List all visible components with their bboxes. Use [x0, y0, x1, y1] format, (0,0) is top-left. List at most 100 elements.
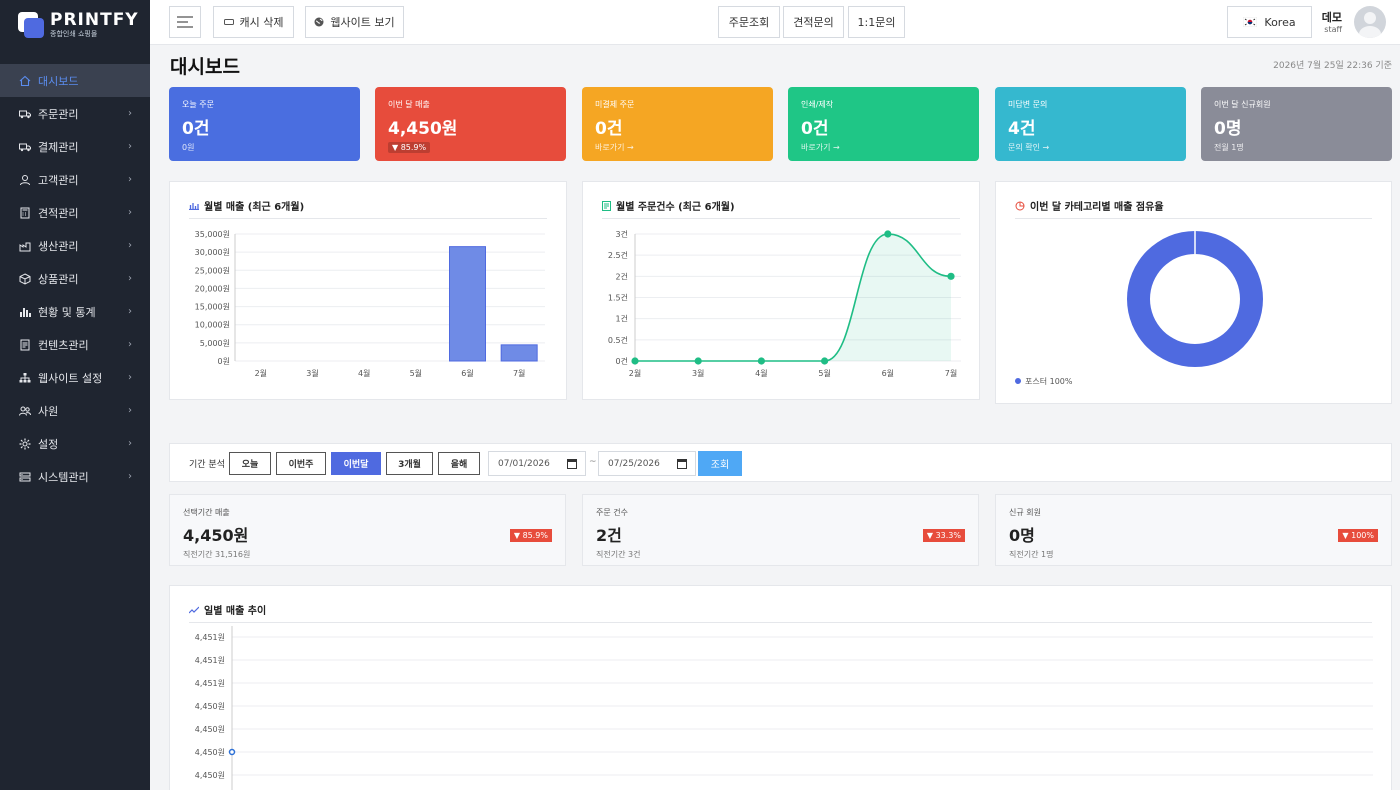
- stat-previous: 직전기간 3건: [596, 550, 641, 559]
- language-select[interactable]: Korea: [1227, 6, 1312, 38]
- data-point[interactable]: [947, 272, 955, 280]
- summary-card[interactable]: 미결제 주문 0건 바로가기 →: [582, 87, 773, 161]
- legend-swatch: [1015, 378, 1021, 384]
- monthly-sales-title: 월별 매출 (최근 6개월): [204, 202, 305, 213]
- data-point[interactable]: [228, 748, 236, 756]
- topbar: 캐시 삭제 웹사이트 보기 주문조회 견적문의 1:1문의 Korea 데모 s…: [150, 0, 1400, 45]
- chevron-right-icon: ›: [128, 339, 132, 350]
- x-tick-label: 2월: [255, 368, 267, 378]
- view-website-button[interactable]: 웹사이트 보기: [305, 6, 404, 38]
- y-tick-label: 25,000원: [195, 266, 230, 275]
- stat-value: 0명: [1009, 526, 1035, 545]
- home-icon: [18, 74, 32, 88]
- stat-value: 4,450원: [183, 526, 249, 545]
- nav-quote-inquiry[interactable]: 견적문의: [783, 6, 844, 38]
- y-tick-label: 3건: [616, 229, 628, 239]
- x-tick-label: 5월: [410, 368, 422, 378]
- sidebar-item-12[interactable]: 설정 ›: [0, 427, 150, 460]
- data-point[interactable]: [631, 357, 639, 365]
- sidebar-menu: 대시보드 주문관리 › 결제관리 › 고객관리 › 견적관리 › 생산관리 › 상품관리 › 현황 및 통…: [0, 64, 150, 493]
- filter-this-year-button[interactable]: 올해: [438, 452, 480, 475]
- summary-card[interactable]: 이번 달 신규회원 0명 전월 1명: [1201, 87, 1392, 161]
- filter-this-week-button[interactable]: 이번주: [276, 452, 326, 475]
- sidebar-item-label: 컨텐츠관리: [38, 338, 89, 352]
- avatar[interactable]: [1354, 6, 1386, 38]
- sidebar-item-3[interactable]: 결제관리 ›: [0, 130, 150, 163]
- monthly-orders-title: 월별 주문건수 (최근 6개월): [616, 202, 735, 213]
- factory-icon: [18, 239, 32, 253]
- period-stat-card: 신규 회원 0명 직전기간 1명 ▼ 100%: [995, 494, 1392, 566]
- data-point[interactable]: [884, 230, 892, 238]
- y-tick-label: 10,000원: [195, 321, 230, 330]
- data-point[interactable]: [694, 357, 702, 365]
- sidebar-item-5[interactable]: 견적관리 ›: [0, 196, 150, 229]
- bar-chart-icon: [18, 305, 32, 319]
- stat-title: 신규 회원: [1009, 508, 1041, 517]
- drive-icon: [223, 19, 234, 25]
- y-tick-label: 0.5건: [608, 335, 628, 345]
- sidebar-item-8[interactable]: 현황 및 통계 ›: [0, 295, 150, 328]
- nav-order-lookup[interactable]: 주문조회: [718, 6, 780, 38]
- x-tick-label: 2월: [629, 368, 641, 378]
- summary-card[interactable]: 미답변 문의 4건 문의 확인 →: [995, 87, 1186, 161]
- bar[interactable]: [449, 246, 486, 362]
- legend-label: 포스터 100%: [1025, 377, 1073, 386]
- sidebar-item-9[interactable]: 컨텐츠관리 ›: [0, 328, 150, 361]
- category-share-title: 이번 달 카테고리별 매출 점유율: [1030, 202, 1164, 213]
- pie-slice[interactable]: [1127, 230, 1263, 368]
- y-tick-label: 5,000원: [200, 339, 230, 348]
- filter-3-months-button[interactable]: 3개월: [386, 452, 433, 475]
- period-filter-bar: 기간 분석 오늘 이번주 이번달 3개월 올해 07/01/2026 ~ 07/…: [169, 443, 1392, 482]
- sidebar-item-13[interactable]: 시스템관리 ›: [0, 460, 150, 493]
- sidebar-item-6[interactable]: 생산관리 ›: [0, 229, 150, 262]
- card-title: 오늘 주문: [182, 100, 214, 109]
- sidebar-item-11[interactable]: 사원 ›: [0, 394, 150, 427]
- card-subtext[interactable]: 바로가기 →: [595, 143, 634, 152]
- sidebar-item-2[interactable]: 주문관리 ›: [0, 97, 150, 130]
- chevron-right-icon: ›: [128, 174, 132, 185]
- nav-order-lookup-label: 주문조회: [728, 16, 770, 29]
- nav-one-on-one[interactable]: 1:1문의: [848, 6, 905, 38]
- summary-card[interactable]: 오늘 주문 0건 0원: [169, 87, 360, 161]
- card-subtext[interactable]: 바로가기 →: [801, 143, 840, 152]
- calendar-icon[interactable]: [677, 459, 687, 469]
- user-name: 데모: [1321, 11, 1342, 24]
- filter-this-month-button[interactable]: 이번달: [331, 452, 381, 475]
- card-value: 0건: [595, 119, 623, 139]
- card-value: 0건: [182, 119, 210, 139]
- search-button[interactable]: 조회: [698, 451, 742, 476]
- card-value: 4,450원: [388, 119, 458, 139]
- date-to-field[interactable]: 07/25/2026: [598, 451, 696, 476]
- daily-trend-chart: 4,451원 4,451원 4,451원 4,450원 4,450원 4,450원 4,45…: [195, 626, 1373, 790]
- sidebar-item-label: 대시보드: [38, 74, 79, 88]
- monthly-sales-panel: 월별 매출 (최근 6개월) 0원 5,000원 10,000원 15,000원 20,…: [169, 181, 567, 400]
- summary-card[interactable]: 이번 달 매출 4,450원 ▼ 85.9%: [375, 87, 566, 161]
- period-stat-card: 주문 건수 2건 직전기간 3건 ▼ 33.3%: [582, 494, 979, 566]
- sidebar-item-1[interactable]: 대시보드: [0, 64, 150, 97]
- category-share-panel: 이번 달 카테고리별 매출 점유율 포스터 100%: [995, 181, 1392, 404]
- y-tick-label: 4,451원: [195, 679, 225, 688]
- sidebar-item-label: 현황 및 통계: [38, 305, 96, 319]
- filter-today-button[interactable]: 오늘: [229, 452, 271, 475]
- logo-icon: [18, 12, 44, 38]
- calendar-icon[interactable]: [567, 459, 577, 469]
- sidebar-item-7[interactable]: 상품관리 ›: [0, 262, 150, 295]
- sidebar-item-4[interactable]: 고객관리 ›: [0, 163, 150, 196]
- sidebar-item-10[interactable]: 웹사이트 설정 ›: [0, 361, 150, 394]
- date-range-separator: ~: [589, 457, 597, 467]
- brand-logo[interactable]: PRINTFY 종합인쇄 쇼핑몰: [0, 0, 150, 50]
- data-point[interactable]: [821, 357, 829, 365]
- brand-title: PRINTFY: [50, 10, 139, 30]
- user-info[interactable]: 데모 staff: [1322, 9, 1342, 34]
- summary-card[interactable]: 인쇄/제작 0건 바로가기 →: [788, 87, 979, 161]
- menu-toggle-button[interactable]: [169, 6, 201, 38]
- chart-bar-icon: [189, 201, 199, 210]
- card-subtext[interactable]: 문의 확인 →: [1008, 143, 1050, 152]
- date-from-field[interactable]: 07/01/2026: [488, 451, 586, 476]
- cache-clear-button[interactable]: 캐시 삭제: [213, 6, 294, 38]
- card-title: 인쇄/제작: [801, 100, 834, 109]
- bar[interactable]: [500, 344, 538, 362]
- category-share-chart: 포스터 100%: [1015, 230, 1263, 386]
- data-point[interactable]: [757, 357, 765, 365]
- sidebar-item-label: 웹사이트 설정: [38, 371, 103, 385]
